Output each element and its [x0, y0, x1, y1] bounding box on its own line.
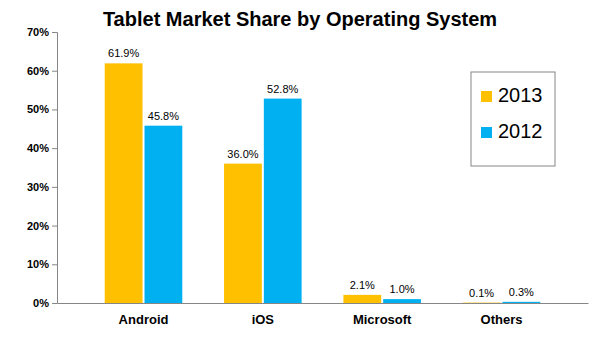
y-tick-label: 30% — [27, 181, 49, 193]
y-tick-label: 10% — [27, 258, 49, 270]
y-tick-mark — [52, 148, 57, 149]
bar — [343, 295, 381, 303]
legend-label: 2012 — [498, 120, 543, 142]
chart: Tablet Market Share by Operating System 6… — [0, 0, 600, 350]
bar — [145, 126, 183, 303]
y-tick-mark — [52, 32, 57, 33]
legend: 2013 2012 — [471, 72, 555, 166]
y-axis: 0% 10% 20% 30% 40% 50% 60% 70% — [27, 26, 58, 309]
y-tick-mark — [52, 264, 57, 265]
bar — [383, 299, 421, 303]
x-tick-label: Microsoft — [353, 312, 412, 327]
y-tick: 10% — [27, 258, 57, 270]
data-label: 45.8% — [148, 110, 179, 122]
y-tick: 0% — [33, 297, 57, 309]
title: Tablet Market Share by Operating System — [103, 8, 497, 30]
x-tick-label: Android — [119, 312, 169, 327]
x-tick: iOS — [252, 312, 275, 327]
bar — [224, 164, 262, 303]
bar — [463, 302, 501, 303]
y-tick: 70% — [27, 26, 57, 38]
legend-frame — [471, 72, 555, 166]
data-label: 2.1% — [350, 279, 375, 291]
legend-swatch — [481, 127, 492, 138]
legend-label: 2013 — [498, 84, 543, 106]
data-label: 36.0% — [227, 148, 258, 160]
data-label: 0.3% — [509, 286, 534, 298]
data-label: 52.8% — [267, 83, 298, 95]
y-axis-line — [52, 33, 58, 304]
bar — [105, 63, 143, 303]
y-tick: 20% — [27, 220, 57, 232]
data-labels: 61.9% 36.0% 2.1% 0.1% 45.8% 52.8% 1.0% 0.3% — [108, 47, 534, 298]
x-tick-label: Others — [481, 312, 523, 327]
y-tick: 60% — [27, 65, 57, 77]
data-label: 61.9% — [108, 47, 139, 59]
x-tick: Others — [481, 312, 523, 327]
legend-swatch — [481, 91, 492, 102]
x-axis: Android iOS Microsoft Others — [58, 304, 589, 328]
data-label: 1.0% — [390, 283, 415, 295]
y-tick-label: 60% — [27, 65, 49, 77]
y-tick-mark — [52, 226, 57, 227]
y-tick-mark — [52, 303, 57, 304]
x-tick: Microsoft — [353, 312, 412, 327]
x-tick: Android — [119, 312, 169, 327]
y-tick-label: 70% — [27, 26, 49, 38]
x-axis-line — [58, 303, 589, 304]
y-tick-label: 40% — [27, 142, 49, 154]
y-tick-mark — [52, 71, 57, 72]
y-tick: 30% — [27, 181, 57, 193]
y-tick-label: 50% — [27, 103, 49, 115]
x-tick-label: iOS — [252, 312, 275, 327]
y-tick-mark — [52, 109, 57, 110]
y-tick-label: 20% — [27, 220, 49, 232]
bar — [502, 302, 540, 303]
y-tick: 40% — [27, 142, 57, 154]
y-tick-mark — [52, 187, 57, 188]
y-tick: 50% — [27, 103, 57, 115]
data-label: 0.1% — [469, 287, 494, 299]
bar — [264, 99, 302, 303]
y-tick-label: 0% — [33, 297, 49, 309]
